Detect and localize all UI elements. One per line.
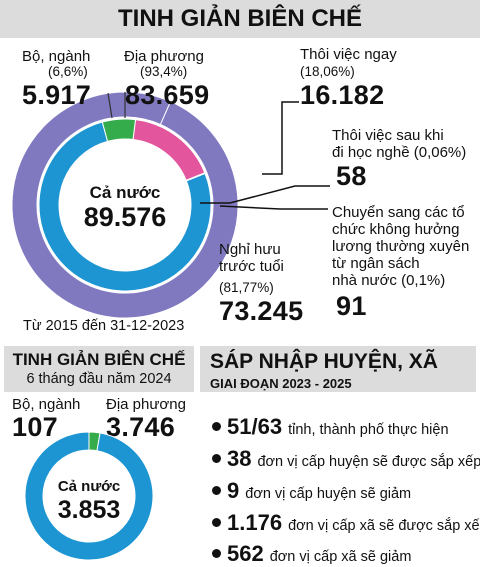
label-chuyen-3: lương thường xuyên	[332, 238, 470, 255]
label-hoc-nghe-2: đi học nghề (0,06%)	[332, 144, 467, 161]
merge-item: 38 đơn vị cấp huyện sẽ được sắp xếp	[212, 446, 480, 472]
merge-title: SÁP NHẬP HUYỆN, XÃ	[210, 350, 438, 373]
label-dia-phuong: Địa phương	[124, 48, 204, 65]
chart-1: Cả nước 89.576	[11, 91, 330, 319]
center-circle-2	[43, 450, 135, 542]
value-bo-nganh: 5.917	[22, 80, 92, 110]
merge-item: 1.176 đơn vị cấp xã sẽ được sắp xếp	[212, 510, 480, 536]
merge-item: 562 đơn vị cấp xã sẽ giảm	[212, 541, 411, 567]
center-value-1: 89.576	[84, 202, 167, 232]
merge-subtitle: GIAI ĐOẠN 2023 - 2025	[210, 376, 352, 391]
merge-banner	[200, 346, 476, 392]
pct-nghi-huu: (81,77%)	[219, 280, 274, 295]
pct-thoi-viec-ngay: (18,06%)	[300, 64, 355, 79]
label-bo-nganh: Bộ, ngành	[22, 48, 91, 65]
center-label-2: Cả nước	[58, 478, 120, 495]
sub-title-banner	[4, 346, 194, 392]
value-chuyen: 91	[336, 291, 367, 321]
label-chuyen-2: chức không hưởng	[332, 221, 460, 238]
leader-line-chuyen	[219, 205, 328, 210]
label2-dia-phuong: Địa phương	[106, 396, 186, 413]
merge-item: 9 đơn vị cấp huyện sẽ giảm	[212, 478, 411, 504]
inner-ring-slice-4	[101, 118, 137, 142]
merge-item-text: đơn vị cấp huyện sẽ được sắp xếp	[257, 454, 480, 470]
merge-item-number: 1.176	[227, 510, 283, 535]
bullet-icon	[212, 422, 221, 431]
merge-item-text: tỉnh, thành phố thực hiện	[288, 422, 449, 438]
merge-item-number: 38	[227, 446, 252, 471]
center-circle-1	[59, 139, 191, 271]
outer-divider-1	[107, 92, 113, 119]
label-hoc-nghe-1: Thôi việc sau khi	[332, 127, 444, 144]
main-title: TINH GIẢN BIÊN CHẾ	[117, 5, 362, 32]
sub-title: TINH GIẢN BIÊN CHẾ	[12, 350, 186, 369]
merge-item-text: đơn vị cấp xã sẽ giảm	[269, 549, 412, 565]
center-value-2: 3.853	[58, 496, 121, 524]
outer-ring-slice-1	[11, 91, 239, 319]
merge-item-text: đơn vị cấp huyện sẽ giảm	[245, 486, 412, 502]
bullet-icon	[212, 518, 221, 527]
bullet-icon	[212, 486, 221, 495]
leader-line-thoi-viec	[262, 101, 299, 175]
chart1-subtitle: Từ 2015 đến 31-12-2023	[23, 318, 185, 334]
label-chuyen-5: nhà nước (0,1%)	[332, 272, 446, 289]
bullet-icon	[212, 454, 221, 463]
value2-dia-phuong: 3.746	[106, 412, 176, 442]
label2-bo-nganh: Bộ, ngành	[12, 396, 81, 413]
value2-bo-nganh: 107	[12, 412, 58, 442]
merge-item: 51/63 tỉnh, thành phố thực hiện	[212, 414, 449, 440]
pct-bo-nganh: (6,6%)	[48, 64, 88, 79]
merge-item-text: đơn vị cấp xã sẽ được sắp xếp	[288, 518, 480, 534]
label-chuyen-1: Chuyển sang các tổ	[332, 204, 465, 221]
bullet-icon	[212, 549, 221, 558]
label-thoi-viec-ngay: Thôi việc ngay	[300, 46, 397, 63]
merge-item-number: 51/63	[227, 414, 283, 439]
center-label-1: Cả nước	[90, 183, 161, 202]
label-chuyen-4: từ ngân sách	[332, 255, 420, 272]
label-nghi-huu-1: Nghỉ hưu	[219, 241, 281, 258]
pct-dia-phuong: (93,4%)	[140, 64, 188, 79]
leader-line-hoc-nghe	[200, 185, 330, 204]
chart-2: Cả nước 3.853	[24, 431, 154, 561]
value-dia-phuong: 83.659	[125, 80, 210, 110]
value-hoc-nghe: 58	[336, 161, 367, 191]
merge-item-number: 9	[227, 478, 240, 503]
label-nghi-huu-2: trước tuổi	[219, 258, 284, 275]
value-nghi-huu: 73.245	[219, 296, 304, 326]
main-title-banner	[0, 0, 480, 38]
merge-item-number: 562	[227, 541, 264, 566]
sub-subtitle: 6 tháng đầu năm 2024	[26, 371, 172, 387]
value-thoi-viec-ngay: 16.182	[300, 80, 385, 110]
